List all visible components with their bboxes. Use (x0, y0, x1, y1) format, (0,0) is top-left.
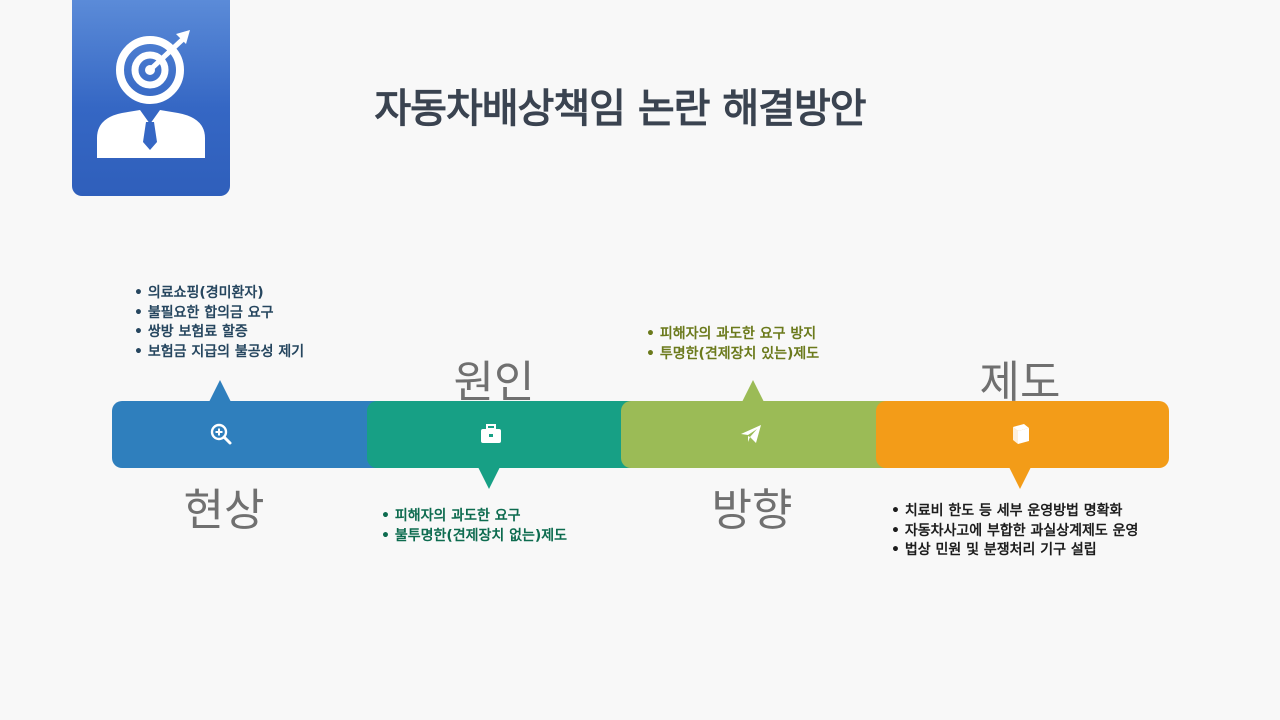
note-item: 자동차사고에 부합한 과실상계제도 운영 (891, 522, 1139, 542)
note-item: 불필요한 합의금 요구 (134, 304, 304, 324)
note-item: 보험금 지급의 불공성 제기 (134, 343, 304, 363)
note-item: 불투명한(견제장치 없는)제도 (381, 527, 567, 547)
notes-direction: 피해자의 과도한 요구 방지 투명한(견제장치 있는)제도 (646, 325, 819, 364)
notes-system: 치료비 한도 등 세부 운영방법 명확화 자동차사고에 부합한 과실상계제도 운… (891, 502, 1139, 561)
note-item: 투명한(견제장치 있는)제도 (646, 345, 819, 365)
stage-segment-phenomenon (112, 401, 382, 468)
notes-cause: 피해자의 과도한 요구 불투명한(견제장치 없는)제도 (381, 507, 567, 546)
stage-label-phenomenon: 현상 (183, 485, 265, 536)
note-item: 치료비 한도 등 세부 운영방법 명확화 (891, 502, 1138, 522)
stage-label-direction: 방향 (711, 485, 793, 536)
target-person-badge (72, 0, 230, 196)
note-item: 의료쇼핑(경미환자) (134, 284, 304, 304)
note-item: 피해자의 과도한 요구 (381, 507, 567, 527)
pointer-down-cause (478, 467, 500, 489)
pointer-up-direction (742, 380, 764, 402)
magnifier-plus-icon (210, 423, 232, 445)
page-title: 자동차배상책임 논란 해결방안 (374, 86, 866, 132)
pointer-down-system (1009, 467, 1031, 489)
note-item: 쌍방 보험료 할증 (134, 323, 304, 343)
stage-label-cause: 원인 (453, 357, 535, 408)
stage-segment-cause (367, 401, 637, 468)
paper-plane-icon (741, 425, 761, 443)
target-person-icon (97, 30, 205, 158)
stage-label-system: 제도 (979, 357, 1061, 408)
briefcase-icon (481, 424, 501, 443)
book-icon (1013, 424, 1029, 444)
pointer-up-phenomenon (209, 380, 231, 402)
note-item: 피해자의 과도한 요구 방지 (646, 325, 819, 345)
notes-phenomenon: 의료쇼핑(경미환자) 불필요한 합의금 요구 쌍방 보험료 할증 보험금 지급의… (134, 284, 304, 362)
note-item: 법상 민원 및 분쟁처리 기구 설립 (891, 541, 1138, 561)
